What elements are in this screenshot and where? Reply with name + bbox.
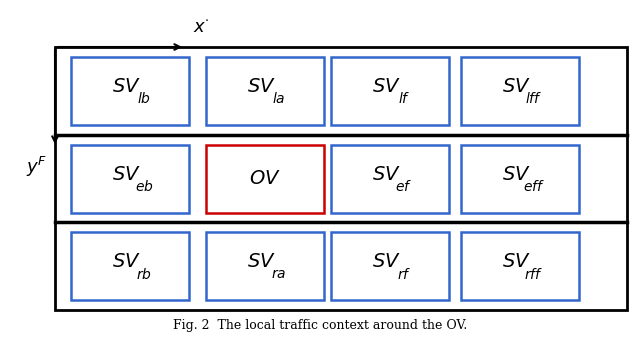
Text: $\mathit{lff}$: $\mathit{lff}$ (525, 91, 543, 106)
Text: $\mathit{rff}$: $\mathit{rff}$ (524, 267, 543, 282)
Text: $\mathit{SV}$: $\mathit{SV}$ (502, 78, 531, 96)
Text: $y^F$: $y^F$ (26, 155, 47, 179)
Bar (71, 57, 189, 125)
Text: $\mathit{SV}$: $\mathit{SV}$ (372, 166, 401, 184)
Bar (331, 145, 449, 212)
Bar (206, 232, 324, 300)
Bar (206, 57, 324, 125)
Bar (461, 145, 579, 212)
Bar (55, 47, 627, 310)
Text: $\mathit{OV}$: $\mathit{OV}$ (249, 170, 281, 187)
Text: $\mathit{eff}$: $\mathit{eff}$ (523, 179, 545, 194)
Text: $\mathit{SV}$: $\mathit{SV}$ (111, 166, 140, 184)
Text: $\mathit{SV}$: $\mathit{SV}$ (246, 78, 275, 96)
Text: $\mathit{la}$: $\mathit{la}$ (272, 91, 285, 106)
Text: $\mathit{eb}$: $\mathit{eb}$ (134, 179, 154, 194)
Text: $\mathit{lf}$: $\mathit{lf}$ (397, 91, 410, 106)
Text: $\mathit{SV}$: $\mathit{SV}$ (372, 78, 401, 96)
Text: $\mathit{SV}$: $\mathit{SV}$ (502, 166, 531, 184)
Bar (461, 57, 579, 125)
Bar (71, 145, 189, 212)
Text: $\mathit{SV}$: $\mathit{SV}$ (502, 253, 531, 271)
Bar (71, 232, 189, 300)
Bar (461, 232, 579, 300)
Text: $\mathit{SV}$: $\mathit{SV}$ (111, 78, 140, 96)
Text: $\mathit{SV}$: $\mathit{SV}$ (246, 253, 275, 271)
Text: $\mathit{rf}$: $\mathit{rf}$ (397, 267, 411, 282)
Bar (331, 57, 449, 125)
Text: $\mathit{ef}$: $\mathit{ef}$ (396, 179, 413, 194)
Bar (331, 232, 449, 300)
Text: $\mathit{rb}$: $\mathit{rb}$ (136, 267, 152, 282)
Text: $\mathit{lb}$: $\mathit{lb}$ (137, 91, 151, 106)
Text: $\mathit{ra}$: $\mathit{ra}$ (271, 267, 287, 281)
Bar (206, 145, 324, 212)
Text: $\mathit{SV}$: $\mathit{SV}$ (111, 253, 140, 271)
Text: $x^{\cdot}$: $x^{\cdot}$ (193, 19, 209, 37)
Text: Fig. 2  The local traffic context around the OV.: Fig. 2 The local traffic context around … (173, 319, 467, 332)
Text: $\mathit{SV}$: $\mathit{SV}$ (372, 253, 401, 271)
